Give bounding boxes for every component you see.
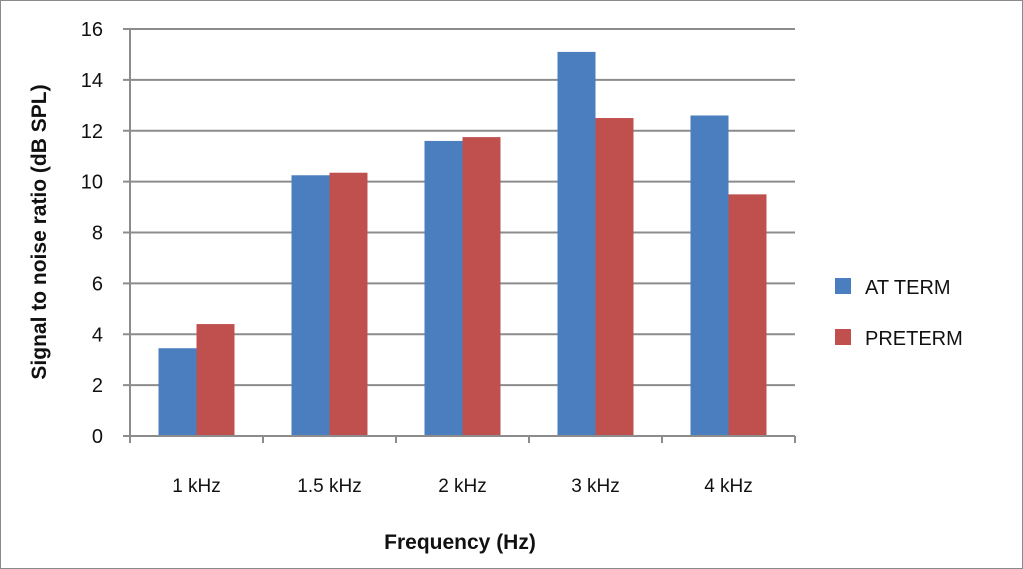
bar-at-term [690, 115, 729, 437]
legend-swatch [835, 329, 851, 345]
bar-at-term [424, 140, 463, 437]
bar-at-term [557, 51, 596, 437]
y-tick-label: 10 [81, 172, 103, 194]
x-tick-label: 4 kHz [704, 476, 753, 497]
y-tick-label: 0 [92, 426, 103, 448]
y-tick-label: 2 [92, 375, 103, 397]
bar-preterm [462, 137, 501, 436]
x-tick-label: 3 kHz [571, 476, 620, 497]
bar-at-term [291, 175, 330, 436]
y-tick-label: 8 [92, 223, 103, 245]
y-tick-label: 14 [81, 70, 103, 92]
legend-label: PRETERM [865, 328, 963, 350]
y-tick-label: 12 [81, 121, 103, 143]
legend-label: AT TERM [865, 277, 951, 299]
bar-preterm [595, 118, 634, 436]
x-axis-title: Frequency (Hz) [384, 531, 536, 554]
y-tick-label: 6 [92, 273, 103, 295]
bar-preterm [728, 194, 767, 436]
y-axis-title: Signal to noise ratio (dB SPL) [28, 84, 51, 379]
y-tick-label: 16 [81, 19, 103, 41]
x-tick-label: 1 kHz [172, 476, 221, 497]
bar-preterm [329, 172, 368, 437]
x-tick-label: 1.5 kHz [297, 476, 361, 497]
x-tick-label: 2 kHz [438, 476, 487, 497]
bar-preterm [196, 324, 235, 436]
legend-swatch [835, 278, 851, 294]
bar-at-term [158, 348, 197, 436]
y-tick-label: 4 [92, 324, 103, 346]
